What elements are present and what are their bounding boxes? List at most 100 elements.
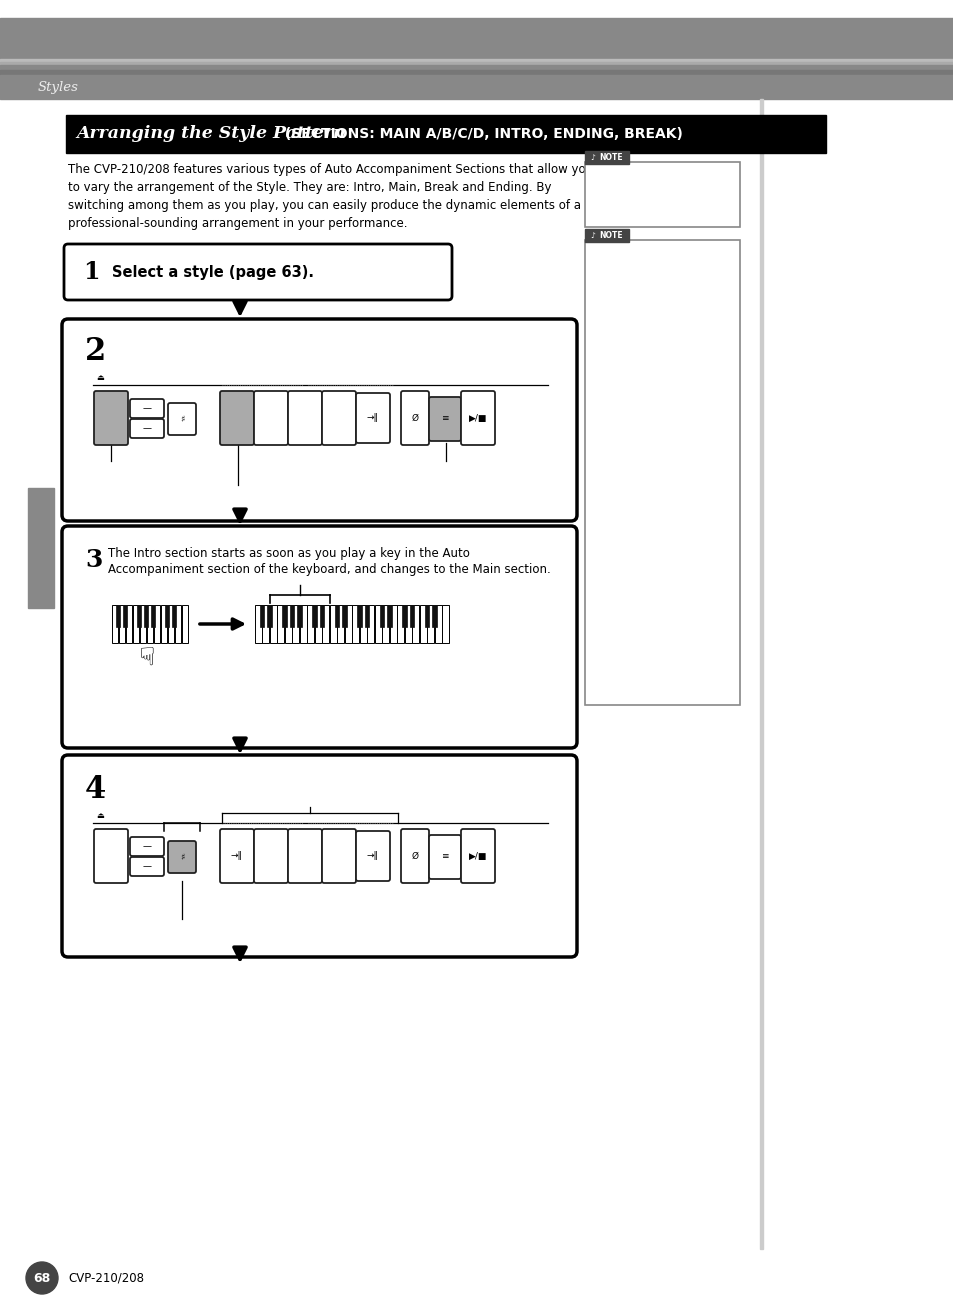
Text: 3: 3	[85, 549, 102, 572]
Text: switching among them as you play, you can easily produce the dynamic elements of: switching among them as you play, you ca…	[68, 200, 580, 213]
Text: NOTE: NOTE	[598, 153, 622, 162]
Text: —: —	[142, 424, 152, 434]
Bar	[293, 605, 299, 643]
Text: professional-sounding arrangement in your performance.: professional-sounding arrangement in you…	[68, 218, 407, 230]
FancyBboxPatch shape	[253, 829, 288, 883]
Bar	[270, 605, 276, 643]
FancyBboxPatch shape	[322, 390, 355, 445]
Text: ▶/■: ▶/■	[468, 414, 487, 423]
Bar	[0, 71, 953, 74]
Bar	[172, 605, 176, 627]
Bar	[282, 605, 287, 627]
Bar	[267, 605, 272, 627]
Text: Accompaniment section of the keyboard, and changes to the Main section.: Accompaniment section of the keyboard, a…	[108, 563, 550, 576]
FancyBboxPatch shape	[460, 829, 495, 883]
Bar	[165, 605, 170, 627]
Bar	[262, 605, 269, 643]
Bar	[345, 605, 352, 643]
Text: ♯: ♯	[179, 414, 184, 423]
FancyBboxPatch shape	[400, 390, 429, 445]
Bar	[357, 605, 361, 627]
Bar	[584, 151, 628, 165]
FancyBboxPatch shape	[355, 831, 390, 882]
FancyBboxPatch shape	[429, 835, 460, 879]
Bar	[144, 605, 149, 627]
FancyBboxPatch shape	[429, 397, 460, 441]
Bar	[405, 605, 412, 643]
Bar	[260, 605, 264, 627]
Bar	[137, 605, 141, 627]
FancyBboxPatch shape	[220, 390, 253, 445]
Bar	[153, 605, 160, 643]
Bar	[182, 605, 189, 643]
Text: NOTE: NOTE	[598, 231, 622, 240]
Text: Ø: Ø	[411, 414, 418, 423]
Bar	[397, 605, 404, 643]
Bar	[427, 605, 434, 643]
Text: (SECTIONS: MAIN A/B/C/D, INTRO, ENDING, BREAK): (SECTIONS: MAIN A/B/C/D, INTRO, ENDING, …	[280, 127, 682, 141]
Bar	[352, 605, 359, 643]
Bar	[382, 605, 389, 643]
FancyBboxPatch shape	[355, 393, 390, 443]
Bar	[387, 605, 392, 627]
Bar	[66, 115, 825, 153]
Bar	[337, 605, 344, 643]
Text: —: —	[142, 842, 152, 852]
Bar	[402, 605, 407, 627]
Text: ☞: ☞	[130, 645, 153, 669]
Text: ≡: ≡	[441, 853, 448, 862]
FancyBboxPatch shape	[168, 841, 195, 872]
Bar	[367, 605, 375, 643]
Text: The Intro section starts as soon as you play a key in the Auto: The Intro section starts as soon as you …	[108, 546, 470, 559]
Bar	[152, 605, 155, 627]
Bar	[335, 605, 339, 627]
Bar	[442, 605, 449, 643]
Text: ⏏: ⏏	[96, 374, 104, 383]
FancyBboxPatch shape	[400, 829, 429, 883]
FancyBboxPatch shape	[460, 390, 495, 445]
Bar	[435, 605, 441, 643]
Bar	[375, 605, 381, 643]
Text: Styles: Styles	[38, 81, 79, 94]
Bar	[290, 605, 294, 627]
Bar	[254, 605, 262, 643]
FancyBboxPatch shape	[62, 319, 577, 521]
Bar	[410, 605, 414, 627]
Text: Arranging the Style Pattern: Arranging the Style Pattern	[76, 125, 345, 142]
FancyBboxPatch shape	[288, 390, 322, 445]
Bar	[119, 605, 126, 643]
Bar	[299, 605, 307, 643]
Text: The CVP-210/208 features various types of Auto Accompaniment Sections that allow: The CVP-210/208 features various types o…	[68, 163, 593, 176]
Text: 1: 1	[83, 260, 99, 283]
Text: ♪: ♪	[589, 231, 595, 240]
Text: →‖: →‖	[367, 852, 378, 861]
Bar	[174, 605, 181, 643]
Bar	[112, 605, 118, 643]
Bar	[584, 162, 740, 227]
Bar	[0, 74, 953, 99]
Bar	[28, 488, 54, 609]
FancyBboxPatch shape	[168, 404, 195, 435]
FancyBboxPatch shape	[220, 829, 253, 883]
Bar	[424, 605, 429, 627]
FancyBboxPatch shape	[94, 829, 128, 883]
Text: —: —	[142, 404, 152, 413]
Text: ≡: ≡	[441, 414, 448, 423]
FancyBboxPatch shape	[62, 526, 577, 748]
Bar	[319, 605, 324, 627]
FancyBboxPatch shape	[130, 419, 164, 438]
Text: ♪: ♪	[589, 153, 595, 162]
Bar	[297, 605, 302, 627]
Bar	[313, 605, 316, 627]
Bar	[123, 605, 128, 627]
Bar	[116, 605, 120, 627]
FancyBboxPatch shape	[130, 837, 164, 855]
FancyBboxPatch shape	[64, 244, 452, 300]
Bar	[342, 605, 347, 627]
Bar	[359, 605, 367, 643]
Bar	[140, 605, 147, 643]
Bar	[760, 99, 762, 1249]
Bar	[285, 605, 292, 643]
Text: →‖: →‖	[231, 852, 243, 861]
FancyBboxPatch shape	[130, 857, 164, 876]
